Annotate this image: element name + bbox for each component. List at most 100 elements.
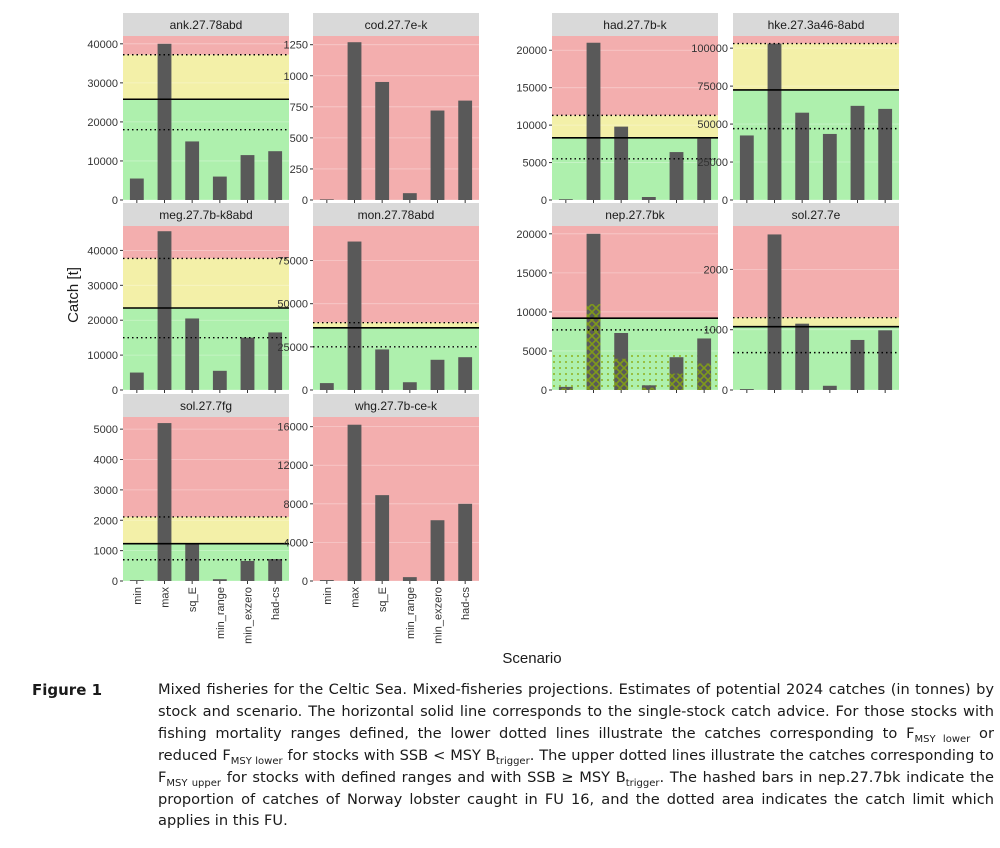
x-tick-label: min <box>132 587 144 605</box>
x-tick-label: min_range <box>215 587 227 639</box>
zone-green <box>552 137 718 200</box>
x-tick-label: had-cs <box>270 587 282 621</box>
fu16-hatched-bar <box>558 388 573 390</box>
panel-title: ank.27.78abd <box>170 18 243 32</box>
panel-meg.27.7b-k8abd: meg.27.7b-k8abd 0 10000 20000 30000 40000 <box>87 203 289 397</box>
panel-title: mon.27.78abd <box>358 208 435 222</box>
bar-max <box>767 234 782 390</box>
bar-min_exzero <box>430 110 445 200</box>
y-tick-label: 5000 <box>523 346 547 358</box>
faceted-bar-chart: Catch [t] Scenario ank.27.78abd010000200… <box>65 13 899 667</box>
bar-had-cs <box>268 151 283 200</box>
bar-min_exzero <box>850 339 865 390</box>
y-tick-label: 75000 <box>697 81 728 93</box>
bar-max <box>586 42 601 200</box>
bar-min_exzero <box>240 337 255 390</box>
bar-max <box>157 423 172 581</box>
panel-strip <box>313 203 479 226</box>
bar-had-cs <box>268 559 283 581</box>
x-tick-label: min_exzero <box>243 587 255 644</box>
y-tick-label: 10000 <box>516 120 547 132</box>
y-tick-label: 0 <box>302 195 308 207</box>
bar-had-cs <box>268 332 283 390</box>
bar-min <box>129 178 144 200</box>
bar-sq_E <box>795 112 810 200</box>
bar-max <box>347 42 362 200</box>
fu16-hatched-bar <box>669 373 684 390</box>
y-tick-label: 0 <box>112 576 118 588</box>
bar-min <box>129 580 144 581</box>
bar-min_range <box>402 382 417 390</box>
bar-max <box>157 43 172 200</box>
panel-sol.27.7fg: sol.27.7fg 0 1000 2000 3000 4000 5000 min max sq_… <box>94 394 289 644</box>
y-tick-label: 4000 <box>94 455 118 467</box>
y-tick-label: 0 <box>302 385 308 397</box>
y-tick-label: 2000 <box>704 264 728 276</box>
bar-min <box>129 372 144 390</box>
y-tick-label: 0 <box>112 385 118 397</box>
fu16-limit-area <box>552 352 718 390</box>
panel-title: cod.27.7e-k <box>365 18 429 32</box>
bar-had-cs <box>878 108 893 200</box>
zone-yellow <box>313 322 479 328</box>
bar-min <box>319 580 334 581</box>
panel-title: sol.27.7fg <box>180 399 232 413</box>
zone-red <box>123 417 289 517</box>
y-tick-label: 40000 <box>87 39 118 51</box>
zone-yellow <box>123 54 289 100</box>
y-tick-label: 16000 <box>277 422 308 434</box>
y-tick-label: 750 <box>290 102 308 114</box>
zone-green <box>123 543 289 581</box>
panel-strip <box>733 13 899 36</box>
bar-min_exzero <box>850 105 865 200</box>
x-tick-label: min_range <box>405 587 417 639</box>
panel-strip <box>123 13 289 36</box>
bar-min_exzero <box>669 152 684 200</box>
zone-red <box>733 226 899 318</box>
panel-whg.27.7b-ce-k: whg.27.7b-ce-k 0 4000 8000 12000 16000 min max s… <box>277 394 479 644</box>
y-tick-label: 20000 <box>87 117 118 129</box>
bar-min_range <box>402 577 417 581</box>
bar-min_range <box>641 197 656 200</box>
y-tick-label: 12000 <box>277 460 308 472</box>
bar-min_range <box>402 193 417 200</box>
panel-title: whg.27.7b-ce-k <box>354 399 438 413</box>
bar-min <box>319 199 334 200</box>
y-tick-label: 1000 <box>94 546 118 558</box>
bar-min <box>319 383 334 390</box>
zone-yellow <box>552 115 718 138</box>
zone-green <box>733 326 899 390</box>
y-tick-label: 50000 <box>697 119 728 131</box>
bar-min_range <box>212 370 227 390</box>
bar-sq_E <box>185 543 200 581</box>
panel-title: meg.27.7b-k8abd <box>159 208 252 222</box>
zone-red <box>313 36 479 200</box>
bar-sq_E <box>614 126 629 200</box>
y-tick-label: 30000 <box>87 280 118 292</box>
bar-had-cs <box>878 330 893 390</box>
panel-strip <box>313 13 479 36</box>
zone-green <box>313 327 479 390</box>
x-tick-label: sq_E <box>187 587 199 612</box>
y-tick-label: 25000 <box>277 342 308 354</box>
panel-strip <box>552 203 718 226</box>
bar-had-cs <box>458 503 473 581</box>
x-tick-label: had-cs <box>460 587 472 621</box>
bar-min_range <box>822 133 837 200</box>
y-tick-label: 500 <box>290 133 308 145</box>
zone-yellow <box>733 43 899 90</box>
zone-red <box>552 36 718 116</box>
bar-sq_E <box>375 349 390 390</box>
y-tick-label: 0 <box>541 195 547 207</box>
y-tick-label: 5000 <box>523 158 547 170</box>
panel-title: hke.27.3a46-8abd <box>768 18 865 32</box>
y-tick-label: 0 <box>722 385 728 397</box>
panel-cod.27.7e-k: cod.27.7e-k 0 250 500 750 1000 1250 <box>284 13 479 207</box>
bar-had-cs <box>458 357 473 390</box>
zone-green <box>123 308 289 390</box>
zone-green <box>733 89 899 200</box>
bar-sq_E <box>185 318 200 390</box>
zone-red <box>733 36 899 44</box>
fu16-hatched-bar <box>697 363 712 390</box>
bar-min_exzero <box>240 155 255 200</box>
